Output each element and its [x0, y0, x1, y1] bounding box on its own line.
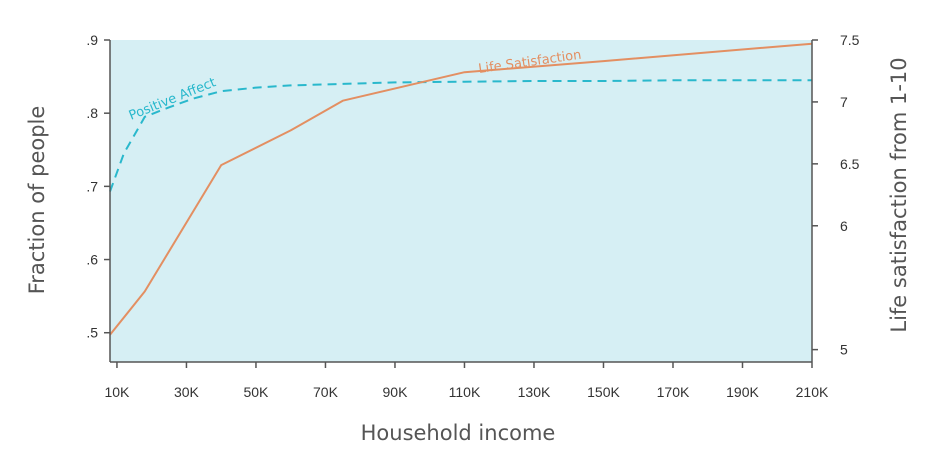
left-tick-label: .9: [86, 32, 98, 48]
x-tick-label: 10K: [104, 384, 130, 400]
left-tick-label: .6: [86, 252, 98, 268]
x-tick-label: 90K: [383, 384, 409, 400]
x-tick-label: 70K: [313, 384, 339, 400]
right-y-axis-title: Life satisfaction from 1-10: [887, 57, 911, 332]
right-y-ticks: 5 6 6.5 7 7.5: [812, 32, 860, 358]
x-tick-label: 210K: [796, 384, 829, 400]
left-y-ticks: .5 .6 .7 .8 .9: [86, 32, 110, 341]
x-tick-label: 110K: [449, 384, 481, 400]
x-tick-label: 50K: [243, 384, 269, 400]
left-tick-label: .8: [86, 105, 98, 121]
positive-affect-line: [109, 79, 812, 192]
x-tick-label: 170K: [657, 384, 690, 400]
x-tick-label: 30K: [174, 384, 200, 400]
life-satisfaction-line: [109, 42, 813, 336]
x-axis-title: Household income: [361, 421, 556, 445]
left-tick-label: .5: [86, 325, 98, 341]
x-ticks: 10K 30K 50K 70K 90K 110K 130K 150K 170K 190K 210K: [104, 362, 829, 400]
right-tick-label: 7: [840, 94, 848, 110]
right-tick-label: 6.5: [840, 156, 860, 172]
right-tick-label: 5: [840, 342, 848, 358]
right-tick-label: 6: [840, 218, 848, 234]
left-tick-label: .7: [86, 178, 98, 194]
left-y-axis-title: Fraction of people: [25, 106, 49, 295]
x-tick-label: 190K: [726, 384, 759, 400]
plot-area: [110, 40, 812, 362]
x-tick-label: 130K: [518, 384, 551, 400]
right-tick-label: 7.5: [840, 32, 860, 48]
series-layer: [109, 42, 813, 336]
x-tick-label: 150K: [587, 384, 620, 400]
